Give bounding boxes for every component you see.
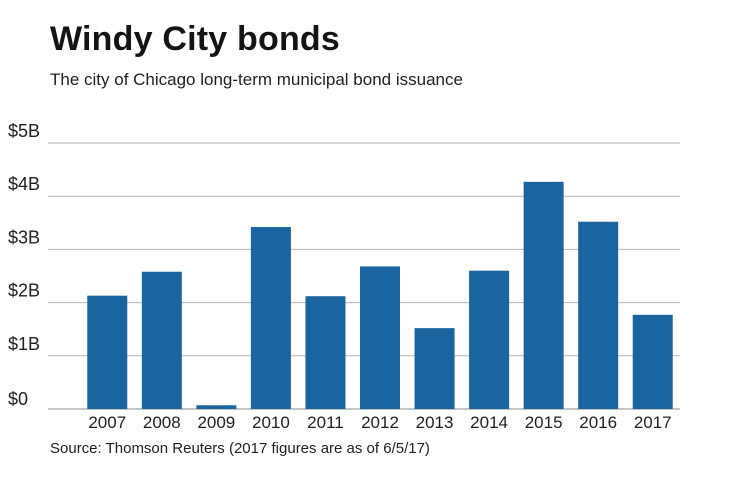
chart-title: Windy City bonds — [50, 20, 340, 58]
bar-2014 — [469, 270, 510, 409]
y-tick-label: $1B — [8, 334, 40, 354]
y-axis-ticks: $0 $1B $2B $3B $4B $5B — [8, 121, 40, 409]
x-tick-label: 2013 — [416, 413, 454, 432]
x-tick-label: 2017 — [634, 413, 672, 432]
x-tick-label: 2012 — [361, 413, 399, 432]
bar-2010 — [250, 227, 291, 409]
x-tick-label: 2014 — [470, 413, 508, 432]
bar-2007 — [87, 295, 128, 409]
y-tick-label: $4B — [8, 174, 40, 194]
bar-2011 — [305, 296, 346, 409]
x-tick-label: 2009 — [197, 413, 235, 432]
x-tick-label: 2008 — [143, 413, 181, 432]
x-tick-label: 2016 — [579, 413, 617, 432]
bar-2016 — [578, 221, 619, 409]
bar-2008 — [141, 271, 182, 409]
y-tick-label: $5B — [8, 121, 40, 141]
source-note: Source: Thomson Reuters (2017 figures ar… — [50, 440, 430, 457]
y-tick-label: $2B — [8, 281, 40, 301]
bar-2009 — [196, 405, 237, 409]
bars — [87, 181, 673, 409]
bar-2012 — [360, 266, 400, 409]
x-axis-ticks: 2007 2008 2009 2010 2011 2012 2013 2014 2015 2016… — [88, 413, 671, 432]
bar-2017 — [632, 314, 673, 409]
chart-subtitle: The city of Chicago long-term municipal … — [50, 70, 463, 89]
x-tick-label: 2011 — [307, 413, 344, 432]
bar-2015 — [523, 181, 564, 409]
x-tick-label: 2007 — [88, 413, 126, 432]
x-tick-label: 2010 — [252, 413, 290, 432]
y-tick-label: $3B — [8, 227, 40, 247]
y-tick-label: $0 — [8, 389, 28, 409]
bar-2013 — [414, 328, 455, 409]
x-tick-label: 2015 — [525, 413, 563, 432]
